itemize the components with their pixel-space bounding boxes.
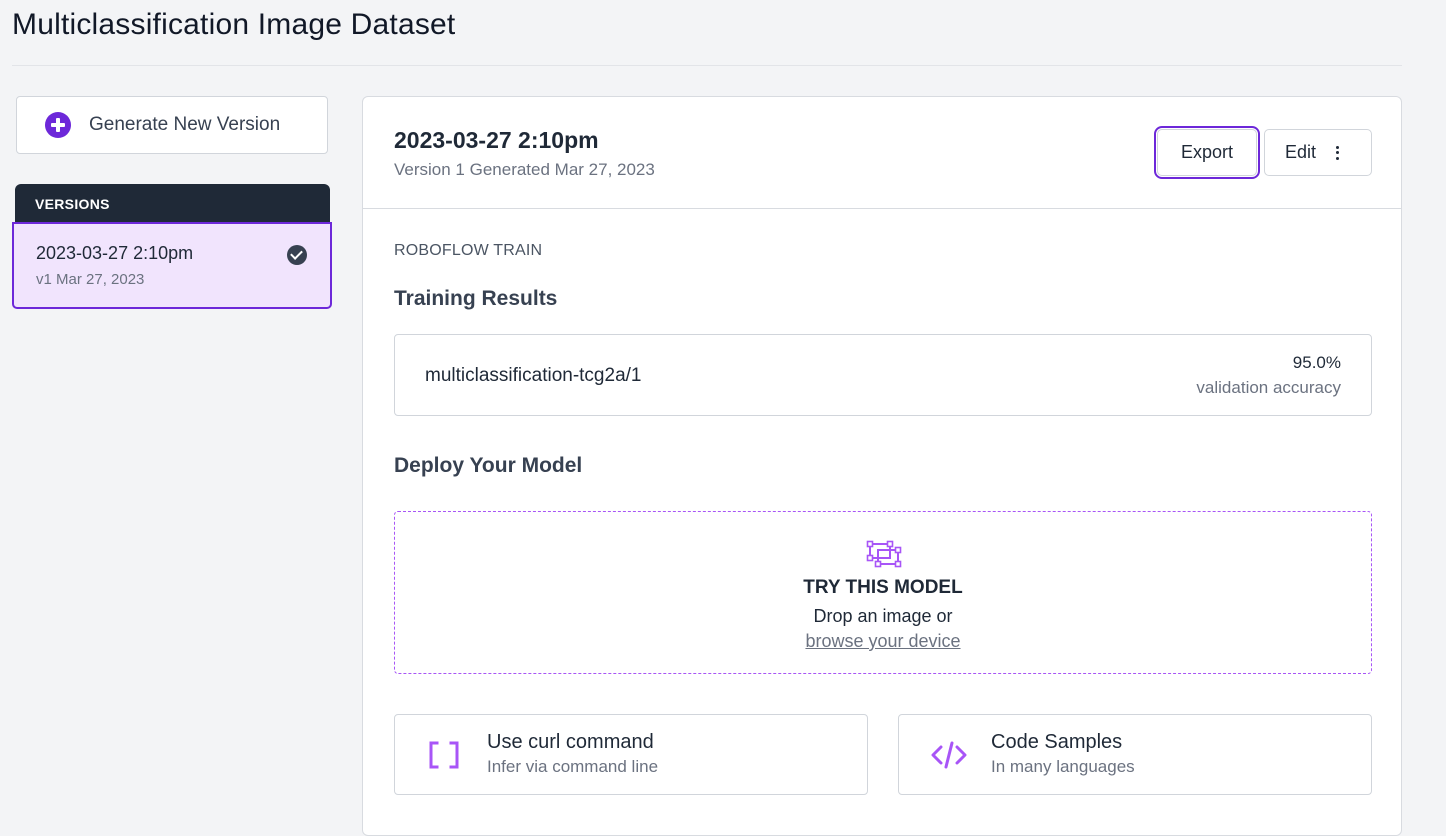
plus-circle-icon [45, 112, 71, 138]
validation-accuracy-label: validation accuracy [1196, 378, 1341, 397]
edit-label: Edit [1285, 142, 1317, 162]
edit-button[interactable]: Edit [1264, 129, 1372, 176]
curl-command-title: Use curl command [487, 731, 654, 753]
training-result-card[interactable]: multiclassification-tcg2a/1 95.0% valida… [394, 334, 1372, 416]
title-divider [12, 65, 1402, 66]
more-vertical-icon [1336, 145, 1340, 160]
version-subtitle: Version 1 Generated Mar 27, 2023 [394, 160, 655, 179]
version-title: 2023-03-27 2:10pm [394, 127, 599, 153]
generate-new-version-label: Generate New Version [89, 114, 281, 135]
try-model-instruction: Drop an image or [813, 606, 953, 626]
bounding-box-icon [866, 540, 902, 568]
generate-new-version-button[interactable]: Generate New Version [16, 96, 328, 154]
training-results-heading: Training Results [394, 287, 558, 310]
validation-accuracy-value: 95.0% [1292, 353, 1341, 372]
browse-device-link[interactable]: browse your device [805, 631, 961, 651]
versions-header: VERSIONS [15, 184, 330, 224]
curl-command-card[interactable]: Use curl command Infer via command line [394, 714, 868, 795]
version-panel: 2023-03-27 2:10pm Version 1 Generated Ma… [362, 96, 1402, 836]
version-item-title: 2023-03-27 2:10pm [36, 243, 194, 263]
code-samples-card[interactable]: Code Samples In many languages [898, 714, 1372, 795]
try-model-title: TRY THIS MODEL [803, 577, 963, 598]
code-icon [931, 741, 967, 769]
export-button[interactable]: Export [1154, 126, 1260, 179]
try-model-dropzone[interactable]: TRY THIS MODEL Drop an image or browse y… [394, 511, 1372, 674]
section-kicker: ROBOFLOW TRAIN [394, 242, 543, 259]
model-id: multiclassification-tcg2a/1 [425, 365, 642, 386]
version-item-subtitle: v1 Mar 27, 2023 [36, 271, 145, 288]
page-title: Multiclassification Image Dataset [12, 8, 456, 41]
deploy-heading: Deploy Your Model [394, 454, 583, 477]
curl-command-subtitle: Infer via command line [487, 757, 659, 776]
code-samples-subtitle: In many languages [991, 757, 1135, 776]
version-header: 2023-03-27 2:10pm Version 1 Generated Ma… [363, 97, 1401, 209]
check-circle-icon [287, 245, 307, 265]
version-item-selected[interactable]: 2023-03-27 2:10pm v1 Mar 27, 2023 [12, 222, 332, 309]
brackets-icon [429, 741, 459, 769]
code-samples-title: Code Samples [991, 731, 1123, 753]
